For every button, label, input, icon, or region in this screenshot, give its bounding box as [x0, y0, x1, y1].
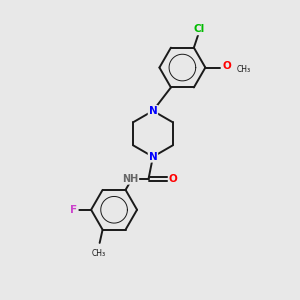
Text: Cl: Cl — [194, 24, 205, 34]
Text: CH₃: CH₃ — [236, 65, 250, 74]
Text: F: F — [70, 205, 78, 215]
Text: N: N — [148, 152, 157, 162]
Text: CH₃: CH₃ — [92, 249, 106, 258]
Text: N: N — [148, 106, 157, 116]
Text: O: O — [169, 174, 177, 184]
Text: O: O — [222, 61, 231, 71]
Text: NH: NH — [122, 174, 138, 184]
